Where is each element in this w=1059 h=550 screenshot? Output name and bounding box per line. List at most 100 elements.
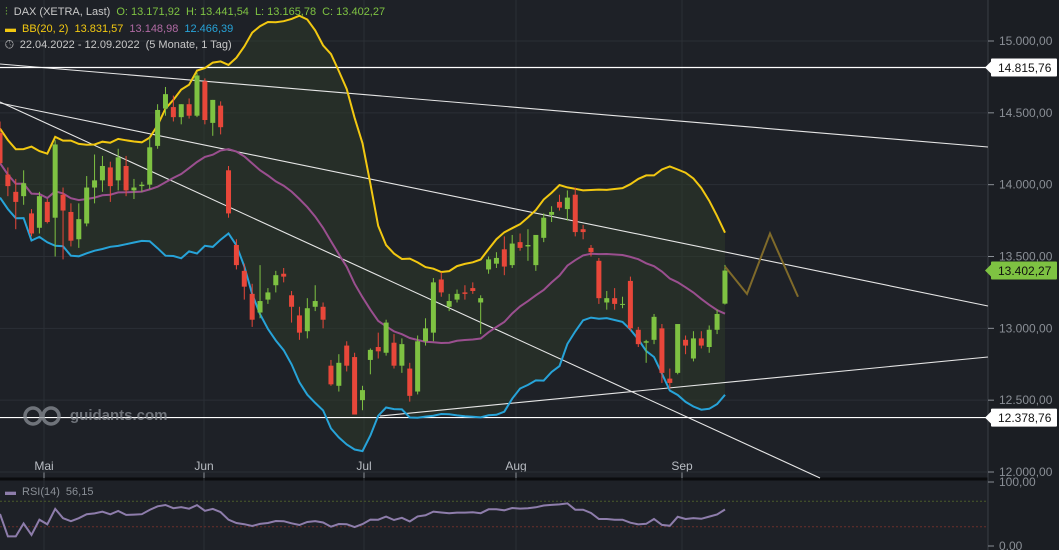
candle bbox=[139, 181, 145, 192]
price-label-text: 12.378,76 bbox=[998, 411, 1052, 425]
candle-body bbox=[564, 197, 570, 210]
candle bbox=[564, 190, 570, 221]
candle-body bbox=[359, 390, 365, 401]
candle-body bbox=[620, 303, 626, 305]
bb-lower-line bbox=[0, 197, 726, 453]
date-range: 22.04.2022 - 12.09.2022 bbox=[19, 39, 140, 51]
candle bbox=[375, 332, 381, 359]
candle-body bbox=[580, 229, 586, 233]
candle-body bbox=[462, 292, 468, 294]
candle bbox=[202, 78, 208, 125]
candle-body bbox=[99, 165, 105, 181]
candle-body bbox=[257, 301, 263, 313]
month-label: Jul bbox=[356, 459, 371, 473]
candle bbox=[123, 155, 129, 197]
candle bbox=[706, 325, 712, 353]
candle bbox=[5, 167, 11, 197]
candle bbox=[226, 165, 232, 218]
candle bbox=[107, 161, 113, 202]
candle-body bbox=[328, 365, 334, 385]
price-tick-label: 13.500,00 bbox=[999, 250, 1053, 264]
candle bbox=[525, 229, 531, 261]
candle bbox=[596, 257, 602, 304]
candle bbox=[556, 194, 562, 211]
candle bbox=[233, 239, 239, 270]
bb-upper-value: 13.831,57 bbox=[74, 23, 124, 35]
candle-body bbox=[281, 273, 287, 277]
candle bbox=[344, 341, 350, 372]
candle-body bbox=[273, 275, 279, 286]
candle-body bbox=[430, 282, 436, 333]
candle bbox=[690, 331, 696, 362]
rsi-tick-label: 100,00 bbox=[999, 475, 1036, 489]
chart-type-icon: ⫶ bbox=[5, 6, 8, 18]
candle-body bbox=[415, 341, 421, 392]
candle-body bbox=[698, 338, 704, 346]
period-label: (5 Monate, 1 Tag) bbox=[145, 39, 232, 51]
candle bbox=[612, 288, 618, 310]
candle bbox=[572, 187, 578, 237]
candle-body bbox=[383, 322, 389, 353]
month-label: Aug bbox=[505, 459, 526, 473]
candle bbox=[131, 178, 137, 200]
candle bbox=[683, 335, 689, 355]
candle-body bbox=[667, 378, 673, 383]
candle-body bbox=[588, 247, 594, 253]
candle-body bbox=[289, 295, 295, 307]
candle bbox=[312, 285, 318, 312]
price-label-box bbox=[991, 261, 1057, 280]
candle-body bbox=[367, 349, 373, 360]
candle bbox=[430, 278, 436, 342]
candle-body bbox=[170, 107, 176, 118]
legend-rsi-row: ▬ RSI(14) 56,15 bbox=[5, 486, 99, 498]
candle bbox=[210, 99, 216, 136]
candle-body bbox=[210, 99, 216, 123]
candle-body bbox=[604, 298, 610, 303]
candle bbox=[218, 101, 224, 135]
candle-body bbox=[194, 75, 200, 116]
candle bbox=[36, 191, 42, 234]
candle-body bbox=[76, 219, 82, 240]
candle-body bbox=[186, 104, 192, 116]
candle-body bbox=[706, 329, 712, 348]
candle bbox=[241, 263, 247, 300]
candle bbox=[493, 252, 499, 268]
price-label-box bbox=[991, 58, 1057, 77]
candle bbox=[462, 285, 468, 300]
candle-body bbox=[493, 257, 499, 264]
clock-icon: 🕓︎ bbox=[5, 39, 14, 51]
price-tick-label: 12.000,00 bbox=[999, 465, 1053, 479]
candle bbox=[635, 326, 641, 348]
candle-body bbox=[714, 313, 720, 330]
candle-body bbox=[36, 196, 42, 228]
candle-body bbox=[312, 301, 318, 307]
candle-body bbox=[178, 104, 184, 118]
candle-body bbox=[541, 217, 547, 238]
rsi-line-icon: ▬ bbox=[5, 486, 16, 498]
candle bbox=[454, 289, 460, 303]
price-tick-label: 13.000,00 bbox=[999, 321, 1053, 335]
candle-body bbox=[249, 293, 255, 320]
candle bbox=[643, 339, 649, 363]
candle-body bbox=[399, 344, 405, 366]
rsi-tick-label: 0,00 bbox=[999, 539, 1023, 550]
ohlc-close: C: 13.402,27 bbox=[322, 6, 386, 18]
candle-body bbox=[423, 328, 429, 342]
candle bbox=[92, 154, 98, 204]
candle bbox=[399, 338, 405, 373]
ohlc-open: O: 13.171,92 bbox=[116, 6, 180, 18]
month-label: Sep bbox=[671, 459, 693, 473]
candle-body bbox=[344, 345, 350, 366]
candle bbox=[170, 95, 176, 122]
candle-body bbox=[659, 328, 665, 373]
candle-body bbox=[478, 298, 484, 303]
bb-mid-value: 13.148,98 bbox=[129, 23, 179, 35]
trendline-middle bbox=[0, 102, 989, 307]
candle-body bbox=[572, 194, 578, 233]
candle bbox=[296, 306, 302, 340]
price-tick-label: 14.000,00 bbox=[999, 178, 1053, 192]
candle-body bbox=[296, 315, 302, 333]
candle bbox=[667, 368, 673, 389]
candle bbox=[0, 121, 3, 165]
